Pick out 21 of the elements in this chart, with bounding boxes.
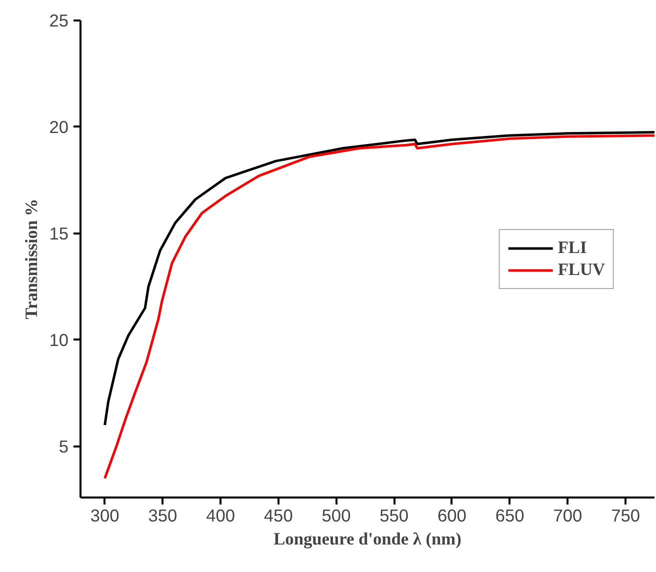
legend-label: FLI bbox=[558, 238, 587, 258]
x-tick-label: 700 bbox=[553, 506, 582, 526]
y-tick-label: 20 bbox=[49, 116, 69, 137]
x-tick-label: 450 bbox=[264, 506, 293, 526]
y-axis-title: Transmission % bbox=[22, 198, 42, 320]
x-tick-label: 400 bbox=[206, 506, 235, 526]
y-tick-label: 15 bbox=[49, 223, 69, 244]
x-tick-label: 750 bbox=[611, 506, 640, 526]
x-tick-label: 350 bbox=[148, 506, 178, 526]
x-tick-label: 650 bbox=[495, 506, 524, 526]
x-axis-title: Longueure d'onde λ (nm) bbox=[274, 530, 462, 548]
y-tick-label: 25 bbox=[49, 10, 69, 30]
x-tick-label: 500 bbox=[322, 506, 351, 526]
y-tick-label: 10 bbox=[49, 330, 69, 350]
x-tick-label: 600 bbox=[438, 506, 466, 526]
x-tick-label: 550 bbox=[380, 506, 409, 526]
y-tick-label: 5 bbox=[58, 436, 69, 456]
legend-label: FLUV bbox=[558, 260, 605, 280]
line-series bbox=[104, 134, 654, 480]
x-tick-label: 300 bbox=[90, 506, 120, 526]
line-series bbox=[104, 131, 654, 426]
